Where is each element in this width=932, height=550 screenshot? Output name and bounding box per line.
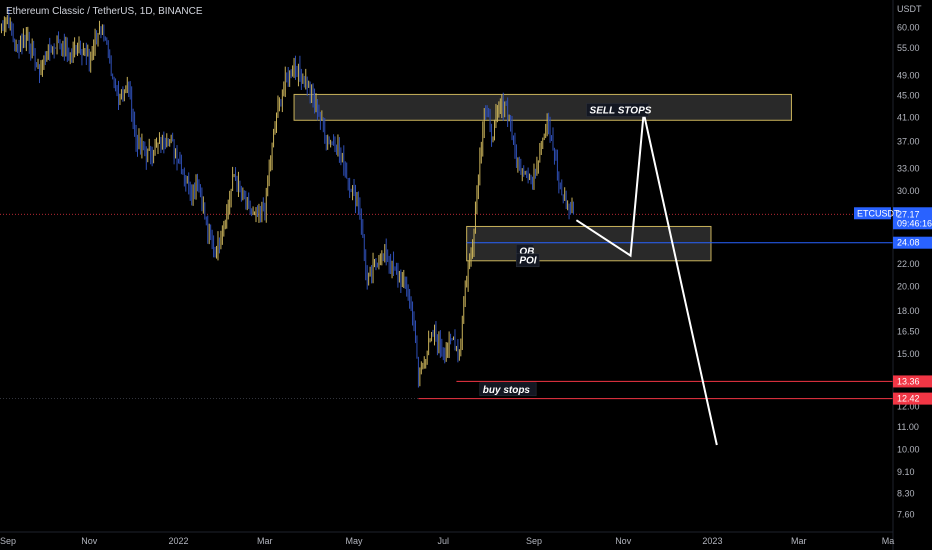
price-tick-label: 20.00 bbox=[897, 281, 920, 291]
price-tick-label: 37.00 bbox=[897, 137, 920, 147]
time-tick-label: May bbox=[346, 536, 364, 546]
price-tick-label: 10.00 bbox=[897, 445, 920, 455]
time-tick-label: Sep bbox=[0, 536, 16, 546]
price-tick-label: 12.00 bbox=[897, 402, 920, 412]
price-tick-label: 15.00 bbox=[897, 349, 920, 359]
annotation-bg bbox=[586, 103, 649, 117]
price-axis[interactable]: 60.00 55.00 49.00 45.00 41.00 37.00 33.00 30.00… bbox=[854, 23, 932, 520]
level-tag-2 bbox=[893, 392, 932, 405]
annotation-label[interactable]: buy stops bbox=[483, 385, 531, 396]
time-tick-label: Mar bbox=[791, 536, 807, 546]
current-price-label: 27.17 bbox=[897, 209, 920, 219]
level-tag-label: 13.36 bbox=[897, 376, 920, 386]
annotation-label[interactable]: POI bbox=[519, 256, 536, 267]
levels-layer bbox=[0, 213, 893, 400]
time-tick-label: Nov bbox=[615, 536, 632, 546]
price-tick-label: 45.00 bbox=[897, 90, 920, 100]
time-tick-label: Nov bbox=[81, 536, 98, 546]
countdown-label: 09:46:16 bbox=[897, 218, 932, 228]
time-tick-label: Sep bbox=[526, 536, 542, 546]
price-tick-label: 60.00 bbox=[897, 23, 920, 33]
annotation-bg bbox=[479, 382, 537, 397]
price-tick-label: 33.00 bbox=[897, 163, 920, 173]
time-tick-label: Mar bbox=[257, 536, 273, 546]
time-tick-label: 2023 bbox=[702, 536, 722, 546]
price-tick-label: 22.00 bbox=[897, 259, 920, 269]
annotation-bg bbox=[516, 253, 540, 268]
price-tick-label: 8.30 bbox=[897, 489, 915, 499]
price-series[interactable] bbox=[0, 8, 574, 388]
level-tag-1 bbox=[893, 375, 932, 388]
price-tick-label: 9.10 bbox=[897, 467, 915, 477]
zone-box-0[interactable] bbox=[293, 93, 792, 121]
price-tick-label: 7.60 bbox=[897, 509, 915, 519]
projection-path[interactable] bbox=[575, 112, 718, 446]
chart-title: Ethereum Classic / TetherUS, 1D, BINANCE bbox=[6, 6, 203, 17]
annotation-label[interactable]: SELL STOPS bbox=[590, 105, 652, 116]
price-tick-label: 16.50 bbox=[897, 327, 920, 337]
time-tick-label: Jul bbox=[438, 536, 450, 546]
price-tick-label: 49.00 bbox=[897, 70, 920, 80]
price-tick-label: 55.00 bbox=[897, 43, 920, 53]
time-axis[interactable]: Sep Nov 2022 Mar May Jul Sep Nov 2023 Mar Ma bbox=[0, 536, 894, 546]
time-tick-label: 2022 bbox=[168, 536, 188, 546]
level-tag-label: 24.08 bbox=[897, 238, 920, 248]
level-tag-0 bbox=[893, 236, 932, 249]
projection-layer bbox=[575, 112, 718, 446]
price-axis-unit: USDT bbox=[897, 4, 922, 14]
symbol-tag-label: ETCUSDT bbox=[857, 208, 900, 218]
time-tick-label: Ma bbox=[882, 536, 895, 546]
symbol-tag bbox=[854, 207, 891, 220]
price-tick-label: 41.00 bbox=[897, 112, 920, 122]
price-tick-label: 11.00 bbox=[897, 422, 919, 432]
annotation-label[interactable]: OB bbox=[519, 246, 534, 257]
price-tick-label: 18.00 bbox=[897, 306, 920, 316]
level-tag-label: 12.42 bbox=[897, 394, 920, 404]
current-price-tag bbox=[893, 207, 932, 230]
price-tick-label: 30.00 bbox=[897, 186, 920, 196]
